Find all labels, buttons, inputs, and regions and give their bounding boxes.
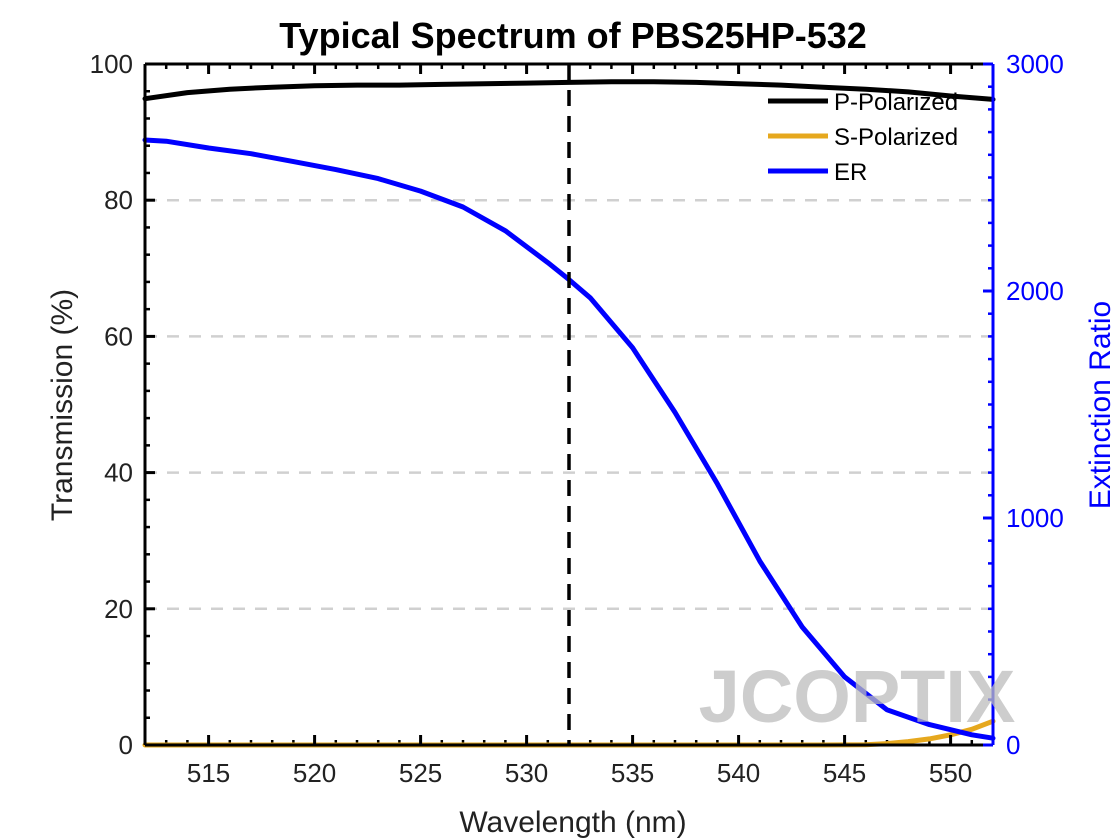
y-tick-label: 20 [104, 594, 133, 624]
axes [143, 62, 995, 747]
legend: P-Polarized S-Polarized ER [768, 89, 958, 186]
y-tick-label: 60 [104, 321, 133, 351]
y-axis-label: Transmission (%) [46, 289, 79, 521]
chart-title: Typical Spectrum of PBS25HP-532 [279, 15, 867, 56]
legend-label: P-Polarized [834, 89, 958, 116]
y2-tick-label: 0 [1006, 730, 1020, 760]
y2-tick-label: 2000 [1006, 276, 1064, 306]
y2-axis-label: Extinction Ratio [1084, 301, 1117, 509]
x-axis-label: Wavelength (nm) [459, 806, 686, 839]
y2-tick-label: 1000 [1006, 503, 1064, 533]
y-tick-label: 40 [104, 458, 133, 488]
x-tick-label: 530 [505, 758, 548, 788]
series-line-p-polarized [142, 79, 996, 102]
y-tick-label: 0 [119, 730, 133, 760]
x-tick-label: 525 [399, 758, 442, 788]
legend-label: S-Polarized [834, 124, 958, 151]
x-tick-label: 540 [717, 758, 760, 788]
y-tick-label: 80 [104, 185, 133, 215]
legend-label: ER [834, 159, 867, 186]
x-tick-label: 520 [293, 758, 336, 788]
x-tick-label: 515 [187, 758, 230, 788]
x-tick-label: 545 [823, 758, 866, 788]
x-tick-label: 535 [611, 758, 654, 788]
x-tick-label: 550 [929, 758, 972, 788]
y-tick-label: 100 [90, 49, 133, 79]
watermark-logo: JCOPTIX [699, 655, 1016, 738]
tick-labels: 515 520 525 530 535 540 545 5500204060801000100… [90, 49, 1064, 788]
y2-tick-label: 3000 [1006, 49, 1064, 79]
